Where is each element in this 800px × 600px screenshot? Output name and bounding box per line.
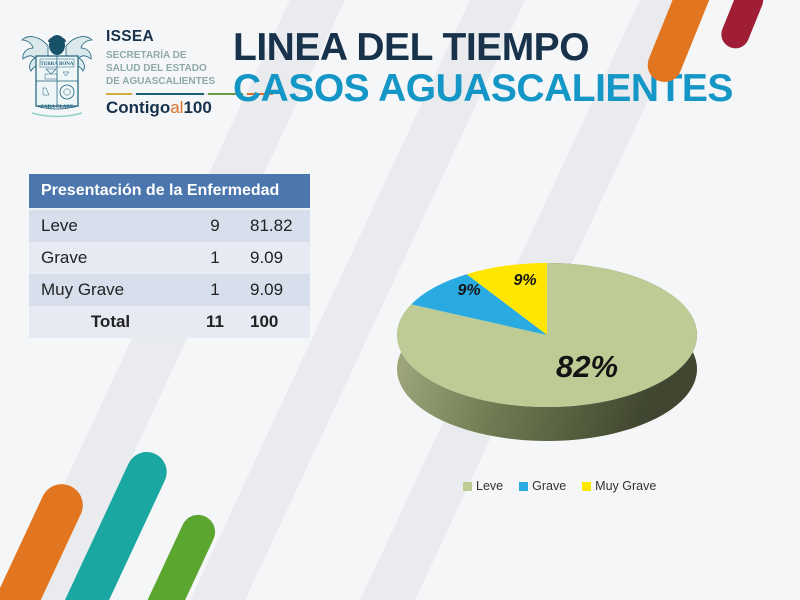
svg-text:9%: 9% (457, 282, 480, 299)
svg-text:9%: 9% (513, 272, 536, 289)
svg-text:82%: 82% (556, 349, 618, 384)
svg-text:TERRA BONA: TERRA BONA (41, 62, 74, 67)
svg-text:ZARA CLARE: ZARA CLARE (41, 105, 74, 110)
